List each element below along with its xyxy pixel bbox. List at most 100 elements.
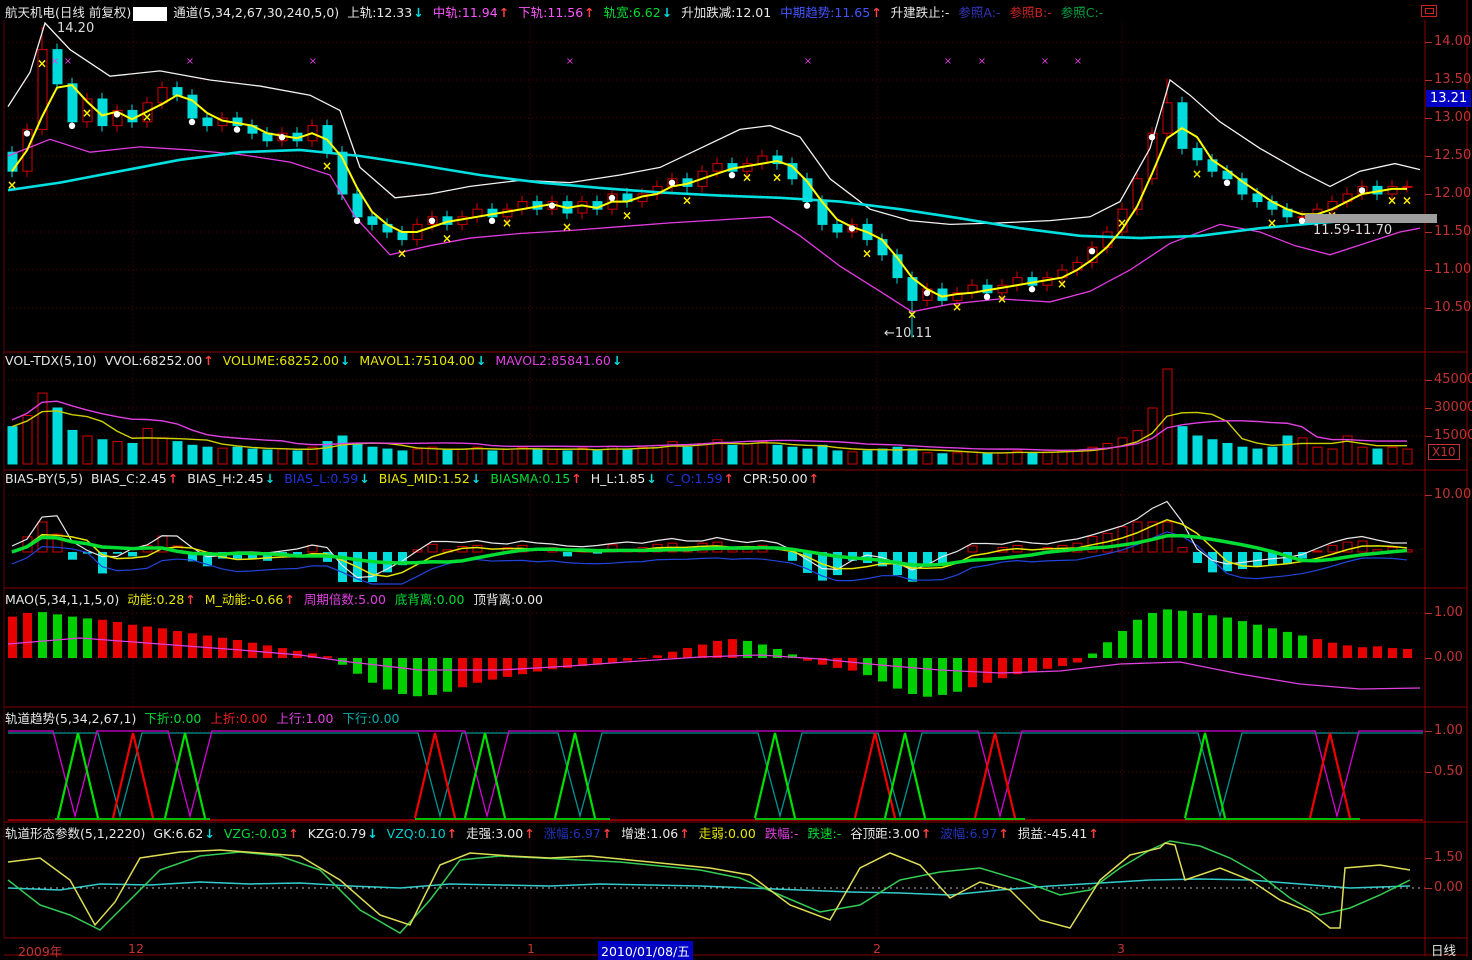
svg-text:×: × [7,178,17,192]
stock-name[interactable]: 航天机电(日线 前复权) [5,5,132,20]
mao-header: MAO(5,34,1,1,5,0) 动能:0.28↑ M_动能:-0.66↑ 周期倍数… [5,589,552,608]
period-label[interactable]: 日线 [1431,943,1457,958]
volume-fields: VVOL:68252.00↑ VOLUME:68252.00↓ MAVOL1:751… [105,353,632,368]
form-layer[interactable] [7,840,1411,934]
field-7: 走弱:0.00 [698,826,756,841]
up-arrow-icon: ↑ [185,592,196,607]
axis-tick-label: 0.00 [1434,880,1463,895]
field-7: CPR:50.00↑ [743,471,820,486]
field-2: KZG:0.79↓ [307,826,378,841]
axis-tick-label: 1.00 [1434,605,1463,620]
up-arrow-icon: ↑ [808,471,820,486]
up-arrow-icon: ↑ [288,826,299,841]
up-arrow-icon: ↑ [723,471,734,486]
redacted-logo [133,6,168,21]
svg-text:×: × [997,292,1007,306]
svg-text:×: × [566,56,574,67]
bias-layer[interactable] [11,500,1413,585]
field-2: 上行:1.00 [276,711,334,726]
axis-tick-label: 1.00 [1434,723,1463,738]
date-label: 12 [128,941,144,956]
svg-text:×: × [186,56,194,67]
axis-tick [1425,232,1432,233]
axis-tick [1425,42,1432,43]
track-fields: 下折:0.00 上折:0.00 上行:1.00 下行:0.00 [144,711,408,726]
svg-text:×: × [1402,193,1412,207]
candlestick-layer[interactable] [7,26,1413,338]
panel-name-form[interactable]: 轨道形态参数(5,1,2220) [5,826,146,841]
field-8: 跌幅:- [764,826,799,841]
svg-text:×: × [1117,216,1127,230]
panel-name-volume[interactable]: VOL-TDX(5,10) [5,353,97,368]
up-arrow-icon: ↑ [998,826,1009,841]
svg-text:×: × [1192,167,1202,181]
svg-text:×: × [1057,277,1067,291]
annotation-range: 11.59-11.70 [1313,223,1393,238]
field-3: VZQ:0.10↑ [386,826,458,841]
window-restore-icon[interactable] [1421,5,1437,17]
axis-tick [1425,436,1432,437]
axis-tick [1425,270,1432,271]
field-8: 参照B:- [1009,5,1052,20]
price-tag: 13.21 [1426,90,1472,107]
volume-layer[interactable] [7,368,1413,465]
field-0: BIAS_C:2.45↑ [90,471,179,486]
svg-text:×: × [1074,56,1082,67]
mao-layer[interactable] [7,609,1421,697]
field-2: 周期倍数:5.00 [303,592,386,607]
panel-name-track[interactable]: 轨道趋势(5,34,2,67,1) [5,711,137,726]
field-1: VOLUME:68252.00↓ [222,353,351,368]
svg-text:×: × [562,220,572,234]
title-fields: 上轨:12.33↓ 中轨:11.94↑ 下轨:11.56↑ 轨宽:6.62↓ 升加跌减:… [347,5,1112,20]
axis-tick-label: 1.50 [1434,850,1463,865]
svg-text:×: × [682,193,692,207]
up-arrow-icon: ↑ [679,826,690,841]
consolidation-bar [1305,214,1437,223]
axis-tick [1425,888,1432,889]
field-2: MAVOL1:75104.00↓ [359,353,487,368]
svg-text:×: × [804,56,812,67]
form-header: 轨道形态参数(5,1,2220) GK:6.62↓ VZG:-0.03↑ KZG:0.… [5,823,1108,842]
down-arrow-icon: ↓ [367,826,378,841]
volume-unit-badge: X10 [1428,444,1460,460]
field-4: 升加跌减:12.01 [681,5,772,20]
field-9: 跌速:- [807,826,842,841]
svg-text:×: × [1041,56,1049,67]
panel-name-mao[interactable]: MAO(5,34,1,1,5,0) [5,592,120,607]
axis-tick-label: 0.00 [1434,650,1463,665]
field-1: BIAS_H:2.45↓ [187,471,276,486]
bias-fields: BIAS_C:2.45↑ BIAS_H:2.45↓ BIAS_L:0.59↓ BIAS… [91,471,828,486]
axis-tick [1425,156,1432,157]
axis-tick-label: 13.00 [1434,110,1472,125]
field-5: 中期趋势:11.65↑ [780,5,882,20]
down-arrow-icon: ↓ [475,353,487,368]
up-arrow-icon: ↑ [203,353,214,368]
signal-marks-layer: ×××××××××××××××××××××××××××××××××× [7,56,1412,321]
field-6: C_O:1.59↑ [665,471,734,486]
down-arrow-icon: ↓ [470,471,482,486]
ma-lines-layer[interactable] [7,21,1421,313]
axis-tick [1425,731,1432,732]
window-restore-icon-inner [1424,8,1434,14]
field-11: 波幅:6.97↑ [940,826,1009,841]
axis-tick-label: 12.00 [1434,186,1472,201]
down-arrow-icon: ↓ [661,5,673,20]
field-5: 涨幅:6.97↑ [543,826,613,841]
date-label: 1 [527,941,535,956]
date-label: 2009年 [18,944,63,959]
field-1: M_动能:-0.66↑ [204,592,295,607]
up-arrow-icon: ↑ [167,471,179,486]
axis-tick [1425,495,1432,496]
panel-name-bias[interactable]: BIAS-BY(5,5) [5,471,83,486]
field-9: 参照C:- [1060,5,1104,20]
field-1: VZG:-0.03↑ [223,826,299,841]
track-layer[interactable] [8,730,1423,821]
field-1: 中轨:11.94↑ [432,5,510,20]
axis-tick-label: 10.00 [1434,487,1472,502]
bias-header: BIAS-BY(5,5) BIAS_C:2.45↑ BIAS_H:2.45↓ BIAS… [5,471,828,486]
field-4: 走强:3.00↑ [466,826,535,841]
field-7: 参照A:- [958,5,1001,20]
svg-text:×: × [51,56,59,67]
axis-tick-label: 15000 [1434,428,1472,443]
